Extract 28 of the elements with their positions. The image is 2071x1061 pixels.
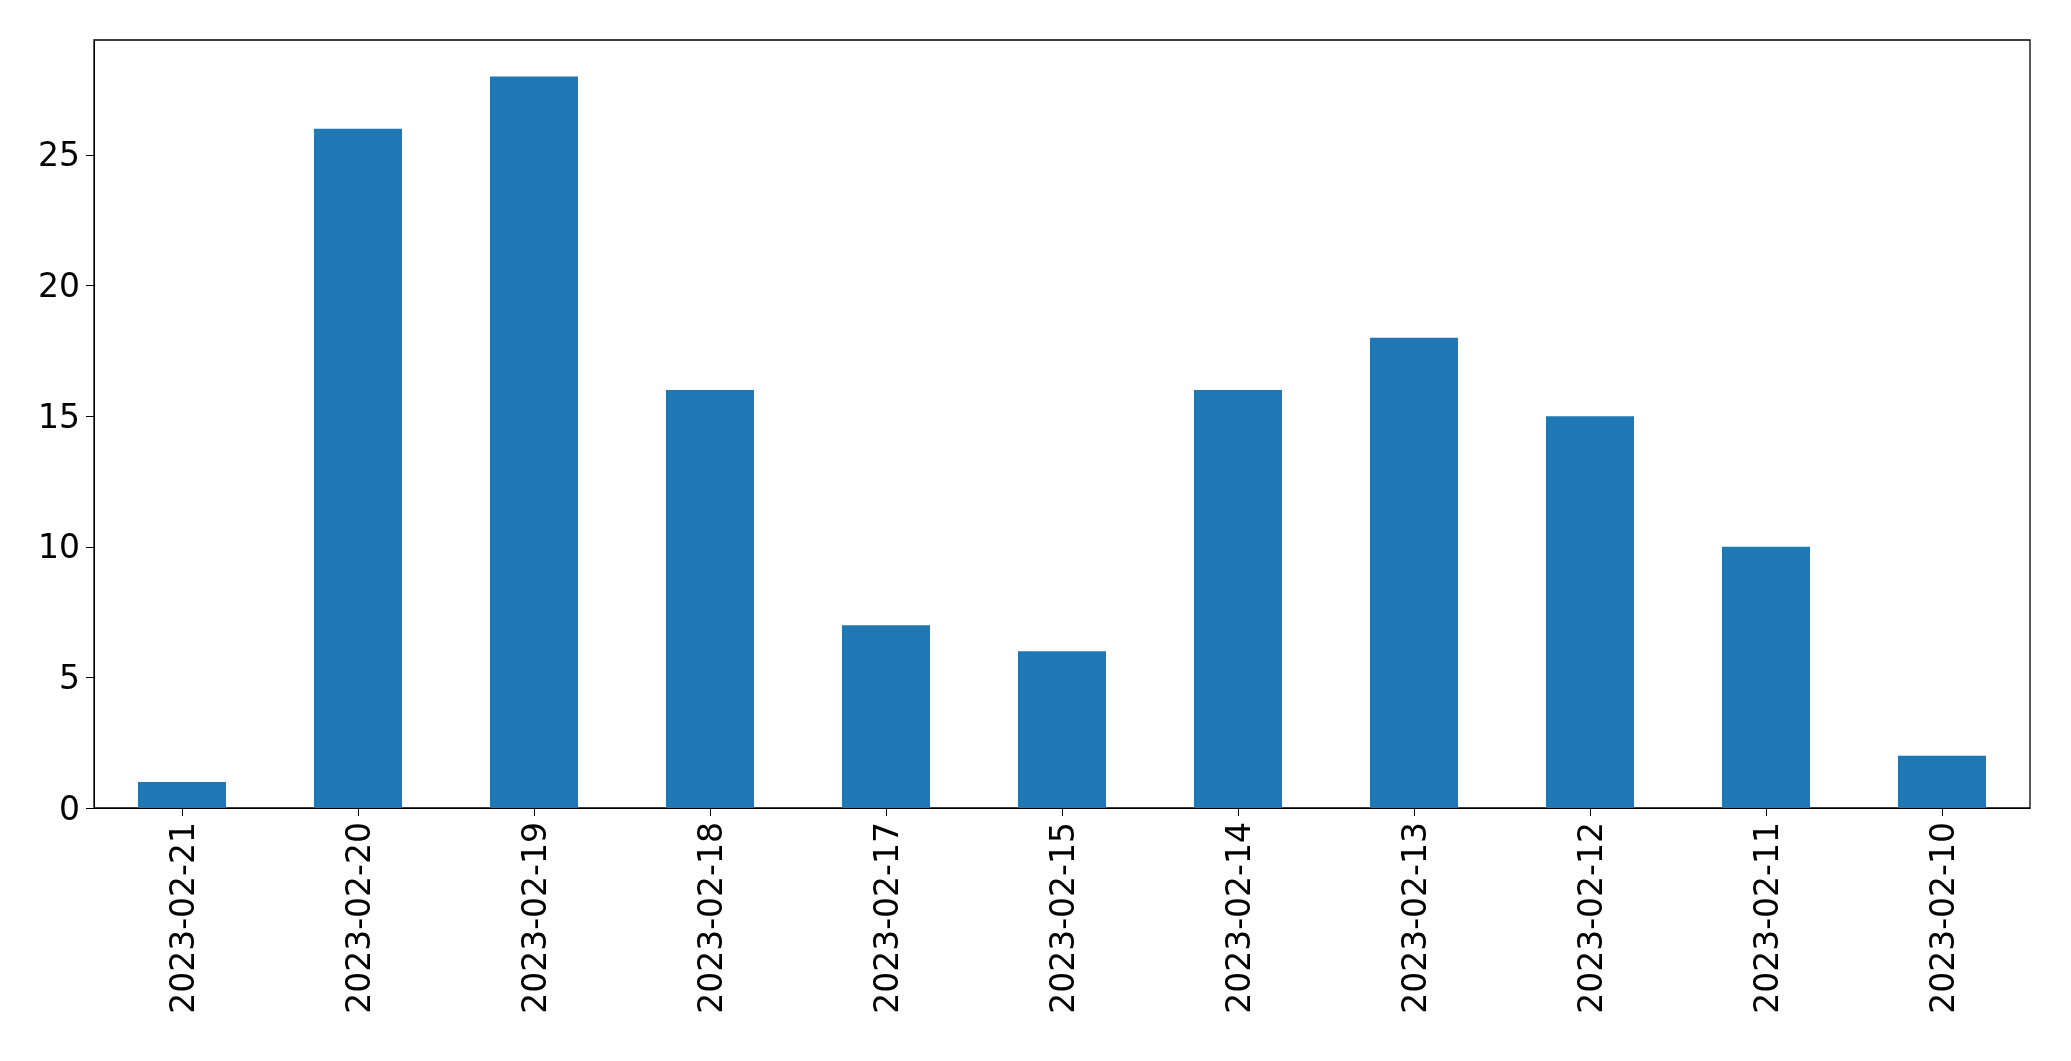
bar xyxy=(666,390,754,808)
x-tick-label: 2023-02-14 xyxy=(1218,822,1258,1014)
x-tick-label: 2023-02-15 xyxy=(1042,822,1082,1014)
x-tick-label: 2023-02-20 xyxy=(338,822,378,1014)
y-tick-label: 15 xyxy=(38,396,80,436)
y-tick-label: 10 xyxy=(38,527,80,567)
x-tick-label: 2023-02-17 xyxy=(866,822,906,1014)
bar xyxy=(1370,337,1458,808)
y-tick-label: 5 xyxy=(59,657,80,697)
bar xyxy=(1898,755,1986,808)
x-tick-label: 2023-02-19 xyxy=(514,822,554,1014)
y-tick-label: 20 xyxy=(38,266,80,306)
bar xyxy=(138,781,226,808)
bar xyxy=(1194,390,1282,808)
x-tick-label: 2023-02-21 xyxy=(162,822,202,1014)
x-tick-label: 2023-02-10 xyxy=(1922,822,1962,1014)
bar xyxy=(1722,546,1810,808)
x-tick-label: 2023-02-12 xyxy=(1570,822,1610,1014)
bar xyxy=(490,76,578,808)
y-tick-label: 0 xyxy=(59,788,80,828)
y-tick-label: 25 xyxy=(38,135,80,175)
bar xyxy=(842,625,930,808)
bar xyxy=(1546,416,1634,808)
bar xyxy=(1018,651,1106,808)
x-tick-label: 2023-02-13 xyxy=(1394,822,1434,1014)
bar xyxy=(314,128,402,808)
x-tick-label: 2023-02-18 xyxy=(690,822,730,1014)
x-tick-label: 2023-02-11 xyxy=(1746,822,1786,1014)
